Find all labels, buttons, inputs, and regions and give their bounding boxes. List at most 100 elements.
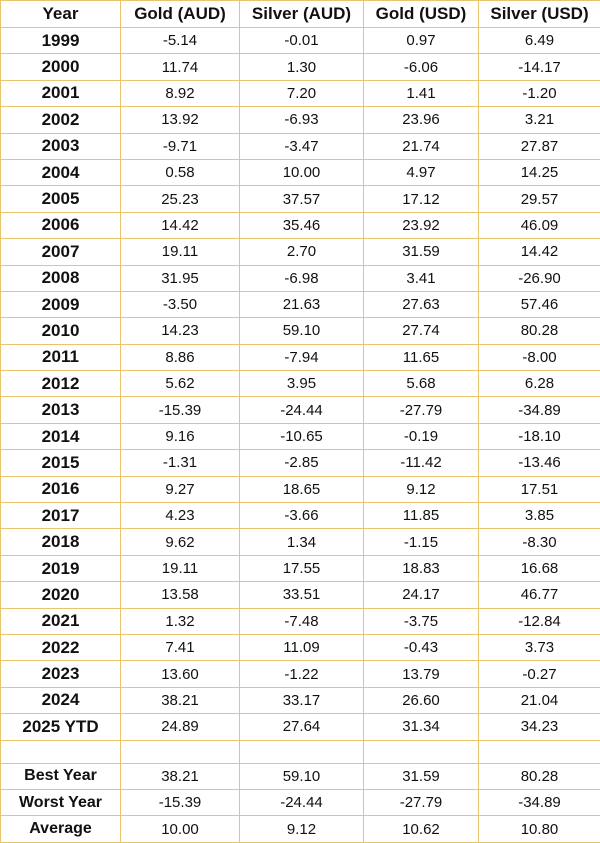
cell-gold-usd: 24.17 xyxy=(363,581,479,609)
cell-silver-aud: 27.64 xyxy=(239,713,364,741)
header-row: Year Gold (AUD) Silver (AUD) Gold (USD) … xyxy=(0,0,600,28)
cell-gold-usd: -1.15 xyxy=(363,528,479,556)
table-row: 2019 19.11 17.55 18.83 16.68 xyxy=(0,554,600,583)
cell-year: Average xyxy=(0,815,121,843)
spacer-cell xyxy=(0,739,121,764)
cell-gold-usd: 31.34 xyxy=(363,713,479,741)
cell-gold-aud: -15.39 xyxy=(120,396,240,424)
cell-year: 2010 xyxy=(0,317,121,345)
cell-silver-aud: 11.09 xyxy=(239,633,364,662)
cell-silver-aud: 2.70 xyxy=(239,238,364,266)
cell-gold-usd: 1.41 xyxy=(363,79,479,108)
cell-gold-usd: 27.63 xyxy=(363,290,479,319)
cell-silver-usd: 27.87 xyxy=(478,132,600,160)
cell-silver-usd: 14.42 xyxy=(478,238,600,266)
table-row: 2021 1.32 -7.48 -3.75 -12.84 xyxy=(0,607,600,635)
table-body: 1999 -5.14 -0.01 0.97 6.49 2000 11.74 1.30 -6.06… xyxy=(0,26,600,843)
cell-silver-usd: 46.77 xyxy=(478,581,600,609)
cell-gold-aud: 5.62 xyxy=(120,370,240,398)
cell-silver-aud: -7.48 xyxy=(239,607,364,635)
cell-silver-usd: -34.89 xyxy=(478,396,600,424)
cell-silver-usd: 34.23 xyxy=(478,713,600,741)
spacer-cell xyxy=(363,739,479,764)
cell-gold-aud: 10.00 xyxy=(120,815,240,843)
cell-gold-usd: 31.59 xyxy=(363,762,479,790)
cell-gold-usd: 23.92 xyxy=(363,211,479,240)
cell-gold-aud: -3.50 xyxy=(120,290,240,319)
table-row: 2001 8.92 7.20 1.41 -1.20 xyxy=(0,79,600,108)
cell-gold-usd: 23.96 xyxy=(363,106,479,134)
table-row: 2014 9.16 -10.65 -0.19 -18.10 xyxy=(0,422,600,451)
cell-gold-aud: 7.41 xyxy=(120,633,240,662)
summary-row: Worst Year -15.39 -24.44 -27.79 -34.89 xyxy=(0,788,600,817)
cell-silver-aud: 21.63 xyxy=(239,290,364,319)
cell-gold-usd: 31.59 xyxy=(363,238,479,266)
cell-year: Worst Year xyxy=(0,788,121,817)
table-row: 2016 9.27 18.65 9.12 17.51 xyxy=(0,475,600,504)
cell-silver-usd: 80.28 xyxy=(478,762,600,790)
cell-silver-aud: 35.46 xyxy=(239,211,364,240)
table-header: Year Gold (AUD) Silver (AUD) Gold (USD) … xyxy=(0,0,600,28)
cell-silver-usd: -8.30 xyxy=(478,528,600,556)
cell-silver-aud: 18.65 xyxy=(239,475,364,504)
cell-gold-aud: 4.23 xyxy=(120,502,240,530)
cell-year: 2015 xyxy=(0,449,121,477)
cell-silver-aud: 9.12 xyxy=(239,815,364,843)
cell-gold-aud: 11.74 xyxy=(120,53,240,81)
cell-gold-aud: 13.92 xyxy=(120,106,240,134)
cell-year: 2005 xyxy=(0,185,121,213)
cell-gold-aud: 8.86 xyxy=(120,343,240,372)
cell-gold-aud: -15.39 xyxy=(120,788,240,817)
summary-row: Average 10.00 9.12 10.62 10.80 xyxy=(0,815,600,843)
cell-gold-aud: 19.11 xyxy=(120,238,240,266)
cell-gold-aud: 9.27 xyxy=(120,475,240,504)
cell-silver-aud: -3.66 xyxy=(239,502,364,530)
cell-year: 2011 xyxy=(0,343,121,372)
cell-silver-aud: -1.22 xyxy=(239,660,364,688)
cell-gold-aud: 9.62 xyxy=(120,528,240,556)
table-row: 2015 -1.31 -2.85 -11.42 -13.46 xyxy=(0,449,600,477)
cell-year: 1999 xyxy=(0,26,121,55)
header-gold-usd: Gold (USD) xyxy=(363,0,479,28)
cell-gold-usd: -27.79 xyxy=(363,396,479,424)
table-row: 2003 -9.71 -3.47 21.74 27.87 xyxy=(0,132,600,160)
spacer-cell xyxy=(120,739,240,764)
cell-gold-usd: -3.75 xyxy=(363,607,479,635)
table-row: 2010 14.23 59.10 27.74 80.28 xyxy=(0,317,600,345)
cell-gold-usd: 5.68 xyxy=(363,370,479,398)
table-row: 2018 9.62 1.34 -1.15 -8.30 xyxy=(0,528,600,556)
cell-silver-usd: 3.21 xyxy=(478,106,600,134)
table-row: 2004 0.58 10.00 4.97 14.25 xyxy=(0,158,600,187)
cell-gold-usd: 26.60 xyxy=(363,686,479,715)
cell-gold-aud: 13.60 xyxy=(120,660,240,688)
cell-gold-aud: 13.58 xyxy=(120,581,240,609)
cell-silver-usd: 3.85 xyxy=(478,502,600,530)
cell-gold-aud: 38.21 xyxy=(120,686,240,715)
cell-gold-usd: -27.79 xyxy=(363,788,479,817)
cell-silver-usd: 21.04 xyxy=(478,686,600,715)
table-row: 1999 -5.14 -0.01 0.97 6.49 xyxy=(0,26,600,55)
cell-silver-usd: -8.00 xyxy=(478,343,600,372)
cell-silver-aud: 17.55 xyxy=(239,554,364,583)
cell-year: 2009 xyxy=(0,290,121,319)
cell-silver-usd: -12.84 xyxy=(478,607,600,635)
cell-silver-aud: 7.20 xyxy=(239,79,364,108)
cell-gold-aud: 8.92 xyxy=(120,79,240,108)
cell-year: 2001 xyxy=(0,79,121,108)
cell-silver-aud: 33.51 xyxy=(239,581,364,609)
cell-year: 2025 YTD xyxy=(0,713,121,741)
cell-silver-usd: -18.10 xyxy=(478,422,600,451)
cell-year: 2000 xyxy=(0,53,121,81)
cell-silver-aud: 10.00 xyxy=(239,158,364,187)
cell-gold-aud: 14.42 xyxy=(120,211,240,240)
cell-gold-usd: -0.43 xyxy=(363,633,479,662)
cell-gold-usd: 18.83 xyxy=(363,554,479,583)
cell-year: 2022 xyxy=(0,633,121,662)
cell-silver-aud: -6.98 xyxy=(239,264,364,292)
cell-gold-usd: 11.85 xyxy=(363,502,479,530)
header-silver-usd: Silver (USD) xyxy=(478,0,600,28)
cell-gold-usd: -0.19 xyxy=(363,422,479,451)
cell-year: 2016 xyxy=(0,475,121,504)
cell-year: 2017 xyxy=(0,502,121,530)
